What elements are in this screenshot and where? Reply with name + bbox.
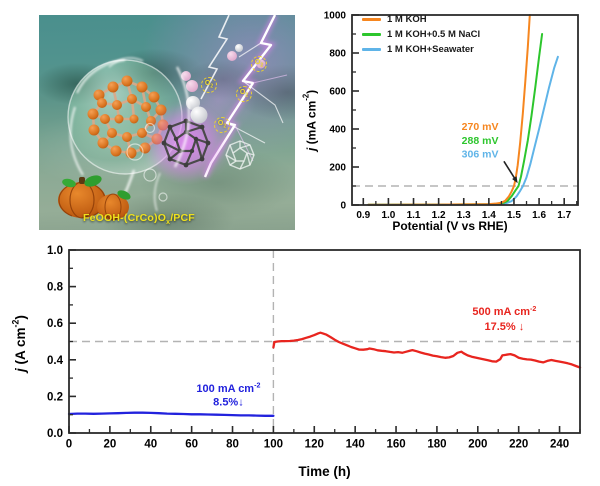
stability-y-axis-label: j (A cm-2) bbox=[10, 315, 28, 373]
x-tick-label: 1.2 bbox=[432, 210, 446, 221]
chart-annotation: 288 mV bbox=[462, 135, 499, 147]
chart-annotation: 100 mA cm-2 bbox=[196, 382, 260, 395]
y-tick-label: 1.0 bbox=[47, 245, 63, 257]
faint-cage-molecule-icon bbox=[225, 140, 255, 170]
y-tick-label: 600 bbox=[329, 87, 346, 98]
stability-chart: 0 20 40 60 80 100 120 140 160 180 200 220 240 0.0 0.2 0… bbox=[0, 236, 600, 486]
legend-line-swatch bbox=[362, 48, 381, 51]
bubbles bbox=[126, 122, 168, 202]
chart-annotation: 306 mV bbox=[462, 149, 499, 161]
x-tick-label: 1.3 bbox=[457, 210, 471, 221]
x-tick-label: 1.1 bbox=[407, 210, 421, 221]
x-tick-label: 120 bbox=[305, 439, 324, 451]
x-tick-label: 0.9 bbox=[356, 210, 370, 221]
series-line bbox=[67, 411, 275, 417]
lsv-x-axis-label: Potential (V vs RHE) bbox=[392, 219, 508, 233]
chart-annotation: 270 mV bbox=[462, 121, 499, 133]
y-tick-label: 1000 bbox=[324, 11, 347, 22]
x-tick-label: 20 bbox=[103, 439, 116, 451]
o2-bubble: O2 bbox=[251, 56, 267, 72]
series-line bbox=[272, 331, 582, 369]
o2-bubble: O2 bbox=[236, 86, 252, 102]
scene-art bbox=[58, 15, 288, 221]
legend-item-koh-seawater: 1 M KOH+Seawater bbox=[362, 43, 480, 56]
material-label: FeOOH-(CrCo)Ox/PCF bbox=[83, 211, 195, 226]
x-tick-label: 1.0 bbox=[381, 210, 395, 221]
o2-bubble: O2 bbox=[214, 117, 230, 133]
y-tick-label: 0 bbox=[340, 201, 346, 212]
lsv-y-axis-label: j (mA cm-2) bbox=[301, 89, 319, 151]
legend-item-koh: 1 M KOH bbox=[362, 13, 480, 26]
gas-spheres bbox=[181, 44, 266, 124]
x-tick-label: 240 bbox=[550, 439, 569, 451]
pumpkin-icon bbox=[58, 175, 131, 221]
cage-molecule-icon bbox=[161, 118, 211, 168]
x-tick-label: 0 bbox=[66, 439, 72, 451]
x-tick-label: 40 bbox=[144, 439, 157, 451]
y-tick-label: 0.8 bbox=[47, 282, 64, 294]
legend-line-swatch bbox=[362, 18, 381, 21]
nanoparticle-atoms bbox=[87, 75, 169, 159]
x-tick-label: 220 bbox=[509, 439, 528, 451]
stability-plot-area: 0 20 40 60 80 100 120 140 160 180 200 220 240 0.0 0.2 0… bbox=[47, 245, 582, 451]
x-tick-label: 1.7 bbox=[557, 210, 571, 221]
x-tick-label: 200 bbox=[468, 439, 487, 451]
lsv-chart: 0.9 1.0 1.1 1.2 1.3 1.4 1.5 1.6 1.7 0 200 400 600 800… bbox=[300, 0, 600, 236]
y-tick-label: 0.0 bbox=[47, 428, 63, 440]
graphical-abstract: O2 O2 O2 O2 FeOOH-(CrCo)Ox/PCF bbox=[39, 15, 295, 230]
lsv-legend: 1 M KOH 1 M KOH+0.5 M NaCl 1 M KOH+Seawa… bbox=[362, 13, 480, 56]
o2-bubble: O2 bbox=[201, 77, 217, 93]
x-tick-label: 1.6 bbox=[532, 210, 546, 221]
x-tick-label: 1.4 bbox=[482, 210, 496, 221]
y-tick-label: 0.6 bbox=[47, 318, 63, 330]
y-tick-label: 400 bbox=[329, 125, 346, 136]
x-tick-label: 1.5 bbox=[507, 210, 521, 221]
x-tick-label: 160 bbox=[386, 439, 405, 451]
annotation-arrow bbox=[503, 160, 517, 181]
y-tick-label: 0.4 bbox=[47, 355, 64, 367]
legend-line-swatch bbox=[362, 33, 381, 36]
y-tick-label: 800 bbox=[329, 49, 346, 60]
chart-annotation: 500 mA cm-2 bbox=[472, 305, 536, 318]
x-tick-label: 140 bbox=[346, 439, 365, 451]
lsv-plot-area: 0.9 1.0 1.1 1.2 1.3 1.4 1.5 1.6 1.7 0 200 400 600 800… bbox=[324, 11, 579, 221]
chart-annotation: 8.5%↓ bbox=[213, 397, 244, 409]
x-tick-label: 80 bbox=[226, 439, 239, 451]
x-tick-label: 60 bbox=[185, 439, 198, 451]
chart-annotation: 17.5% ↓ bbox=[484, 321, 524, 333]
stability-x-axis-label: Time (h) bbox=[298, 464, 351, 479]
x-tick-label: 100 bbox=[264, 439, 283, 451]
legend-item-koh-nacl: 1 M KOH+0.5 M NaCl bbox=[362, 28, 480, 41]
y-tick-label: 200 bbox=[329, 163, 346, 174]
x-tick-label: 180 bbox=[427, 439, 446, 451]
annotation-arrowhead bbox=[512, 176, 518, 184]
y-tick-label: 0.2 bbox=[47, 391, 63, 403]
